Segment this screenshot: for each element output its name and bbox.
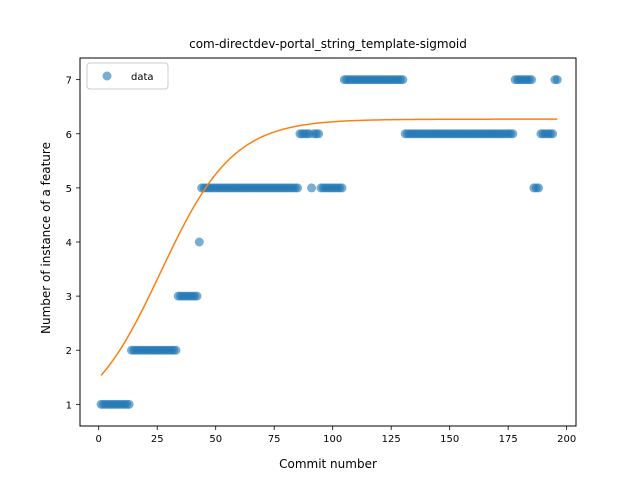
- plot-area: [96, 75, 562, 409]
- y-axis-label: Number of instance of a feature: [39, 142, 53, 334]
- data-point: [548, 129, 558, 139]
- y-tick-label: 1: [66, 400, 72, 411]
- data-point: [171, 345, 181, 355]
- legend-label: data: [131, 72, 154, 83]
- data-point: [314, 129, 324, 139]
- x-axis-ticks: 0 25 50 75 100 125 150 175 200: [96, 426, 576, 445]
- data-point: [194, 237, 204, 247]
- y-tick-label: 7: [66, 76, 72, 87]
- plot-frame: [79, 57, 577, 427]
- x-tick-label: 125: [382, 434, 401, 445]
- sigmoid-fit-line: [100, 118, 558, 376]
- data-point: [192, 291, 202, 301]
- y-tick-label: 2: [66, 346, 72, 357]
- data-point: [124, 399, 134, 409]
- data-points: [96, 75, 562, 409]
- data-point: [337, 183, 347, 193]
- data-point: [552, 75, 562, 85]
- x-tick-label: 150: [440, 434, 459, 445]
- y-tick-label: 3: [66, 292, 72, 303]
- legend-box: [86, 62, 169, 90]
- y-axis-ticks: 1 2 3 4 5 6 7: [66, 76, 80, 411]
- x-tick-label: 0: [96, 434, 102, 445]
- y-tick-label: 4: [66, 238, 72, 249]
- x-tick-label: 200: [557, 434, 576, 445]
- y-tick-label: 5: [66, 184, 72, 195]
- x-axis-label: Commit number: [279, 457, 377, 471]
- x-tick-label: 50: [209, 434, 222, 445]
- data-point: [307, 183, 317, 193]
- y-tick-label: 6: [66, 130, 72, 141]
- x-tick-label: 25: [151, 434, 164, 445]
- legend: data: [86, 62, 169, 90]
- data-point: [534, 183, 544, 193]
- legend-marker: [102, 71, 112, 81]
- data-point: [527, 75, 537, 85]
- data-point: [508, 129, 518, 139]
- data-point: [293, 183, 303, 193]
- data-point: [398, 75, 408, 85]
- chart-title: com-directdev-portal_string_template-sig…: [189, 37, 467, 51]
- x-tick-label: 100: [323, 434, 342, 445]
- x-tick-label: 75: [268, 434, 281, 445]
- x-tick-label: 175: [499, 434, 518, 445]
